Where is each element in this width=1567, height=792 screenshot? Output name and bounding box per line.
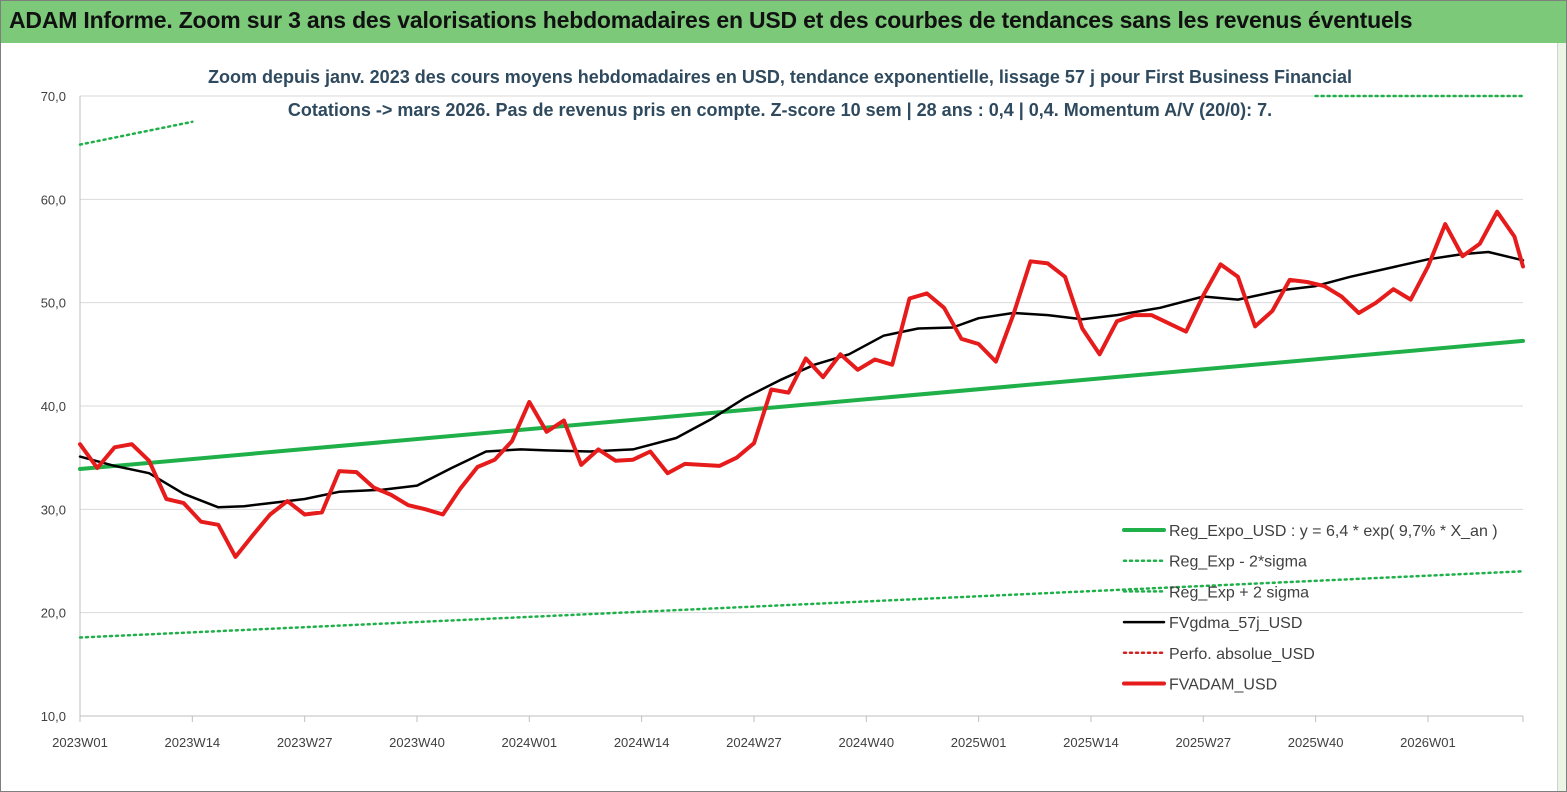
x-tick-label: 2023W14 <box>165 735 221 750</box>
legend-label: Reg_Exp - 2*sigma <box>1169 554 1307 571</box>
banner-title: ADAM Informe. Zoom sur 3 ans des valoris… <box>9 7 1413 33</box>
x-tick-label: 2025W40 <box>1288 735 1344 750</box>
y-tick-label: 40,0 <box>41 399 66 414</box>
legend-label: FVgdma_57j_USD <box>1169 615 1302 632</box>
x-tick-label: 2025W14 <box>1063 735 1119 750</box>
price-line <box>78 209 1525 559</box>
chart-title-line1: Zoom depuis janv. 2023 des cours moyens … <box>208 67 1352 87</box>
x-tick-label: 2023W40 <box>389 735 445 750</box>
x-tick-label: 2024W01 <box>501 735 557 750</box>
chart-title-line2: Cotations -> mars 2026. Pas de revenus p… <box>288 100 1272 120</box>
x-tick-label: 2025W27 <box>1175 735 1231 750</box>
y-tick-label: 70,0 <box>41 89 66 104</box>
series-lines <box>78 94 1525 639</box>
legend: Reg_Expo_USD : y = 6,4 * exp( 9,7% * X_a… <box>1122 523 1498 694</box>
x-tick-label: 2026W01 <box>1400 735 1456 750</box>
x-tick-label: 2024W27 <box>726 735 782 750</box>
lower-band-line <box>78 570 1525 639</box>
y-tick-label: 30,0 <box>41 502 66 517</box>
x-tick-label: 2024W14 <box>614 735 670 750</box>
legend-label: Reg_Exp + 2 sigma <box>1169 584 1309 601</box>
y-tick-label: 10,0 <box>41 709 66 724</box>
axes: 10,0 20,0 30,0 40,0 50,0 60,0 70,0 2023W01 2023W… <box>41 89 1524 750</box>
x-tick-label: 2024W40 <box>838 735 894 750</box>
y-tick-label: 60,0 <box>41 192 66 207</box>
legend-label: Reg_Expo_USD : y = 6,4 * exp( 9,7% * X_a… <box>1169 523 1498 540</box>
trend-line <box>78 338 1525 471</box>
legend-label: FVADAM_USD <box>1169 677 1277 694</box>
title-banner: ADAM Informe. Zoom sur 3 ans des valoris… <box>1 1 1566 43</box>
x-tick-label: 2023W01 <box>52 735 108 750</box>
x-tick-label: 2023W27 <box>277 735 333 750</box>
right-edge-strip <box>1557 43 1566 791</box>
legend-label: Perfo. absolue_USD <box>1169 646 1315 663</box>
smoothed-line <box>78 250 1525 509</box>
y-tick-label: 50,0 <box>41 296 66 311</box>
x-tick-label: 2025W01 <box>951 735 1007 750</box>
upper-band-line <box>78 120 194 146</box>
y-tick-label: 20,0 <box>41 606 66 621</box>
